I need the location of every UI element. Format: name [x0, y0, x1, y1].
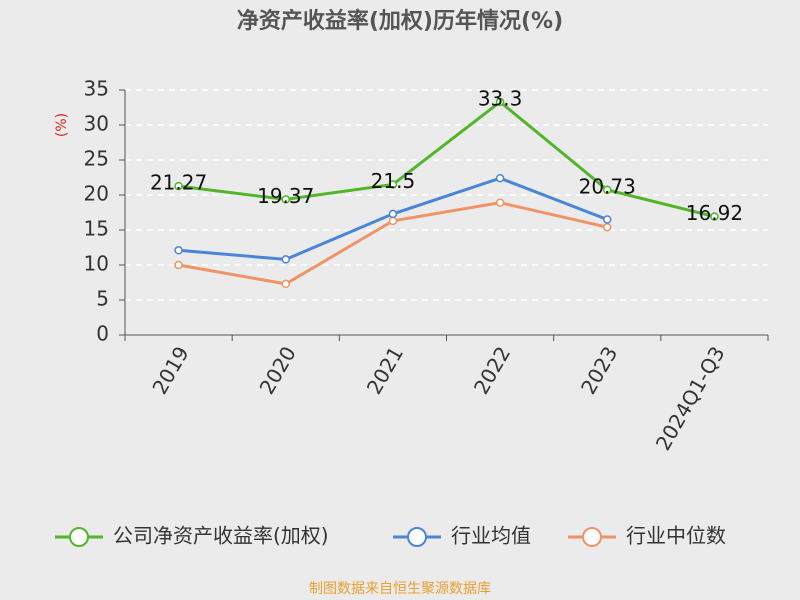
y-axis-label: (%): [54, 113, 70, 137]
y-tick-label: 0: [96, 322, 109, 346]
point: [603, 222, 612, 232]
point: [281, 195, 290, 204]
legend-label: 行业中位数: [626, 524, 726, 548]
x-tick-label: 2023: [576, 342, 622, 398]
point: [603, 215, 612, 224]
data-label: 21.27: [150, 171, 207, 195]
legend-marker: [407, 527, 427, 547]
y-tick-label: 5: [96, 287, 109, 311]
x-tick-label: 2024Q1-Q3: [651, 342, 730, 454]
legend-marker: [582, 527, 602, 547]
point: [388, 209, 398, 219]
x-tick-label: 2019: [147, 342, 193, 398]
point: [495, 97, 505, 107]
legend-label: 行业均值: [451, 524, 531, 548]
legend-marker: [69, 527, 89, 547]
y-tick-label: 20: [84, 182, 109, 206]
point: [281, 279, 290, 289]
data-label: 16.92: [686, 201, 743, 225]
x-tick-label: 2021: [362, 342, 408, 398]
point: [388, 216, 398, 226]
point: [174, 246, 183, 255]
point: [281, 255, 290, 264]
chart-title: 净资产收益率(加权)历年情况(%): [237, 8, 563, 34]
point: [495, 173, 505, 183]
footer: 制图数据来自恒生聚源数据库: [309, 581, 491, 597]
point: [710, 212, 719, 221]
y-tick-label: 15: [84, 217, 109, 241]
point: [603, 185, 612, 195]
data-label: 21.5: [371, 169, 416, 193]
x-tick-label: 2022: [469, 342, 515, 398]
data-label: 19.37: [257, 184, 314, 208]
y-tick-label: 30: [84, 112, 109, 136]
y-tick-label: 35: [84, 77, 109, 101]
point: [174, 181, 183, 191]
data-label: 20.73: [579, 174, 636, 198]
y-tick-label: 10: [84, 252, 109, 276]
point: [495, 198, 505, 207]
legend-label: 公司净资产收益率(加权): [113, 524, 329, 548]
y-tick-label: 25: [84, 147, 109, 171]
x-tick-label: 2020: [255, 342, 301, 398]
series-line: [178, 99, 715, 219]
data-label: 33.3: [478, 86, 523, 110]
point: [388, 180, 398, 189]
point: [174, 260, 183, 270]
